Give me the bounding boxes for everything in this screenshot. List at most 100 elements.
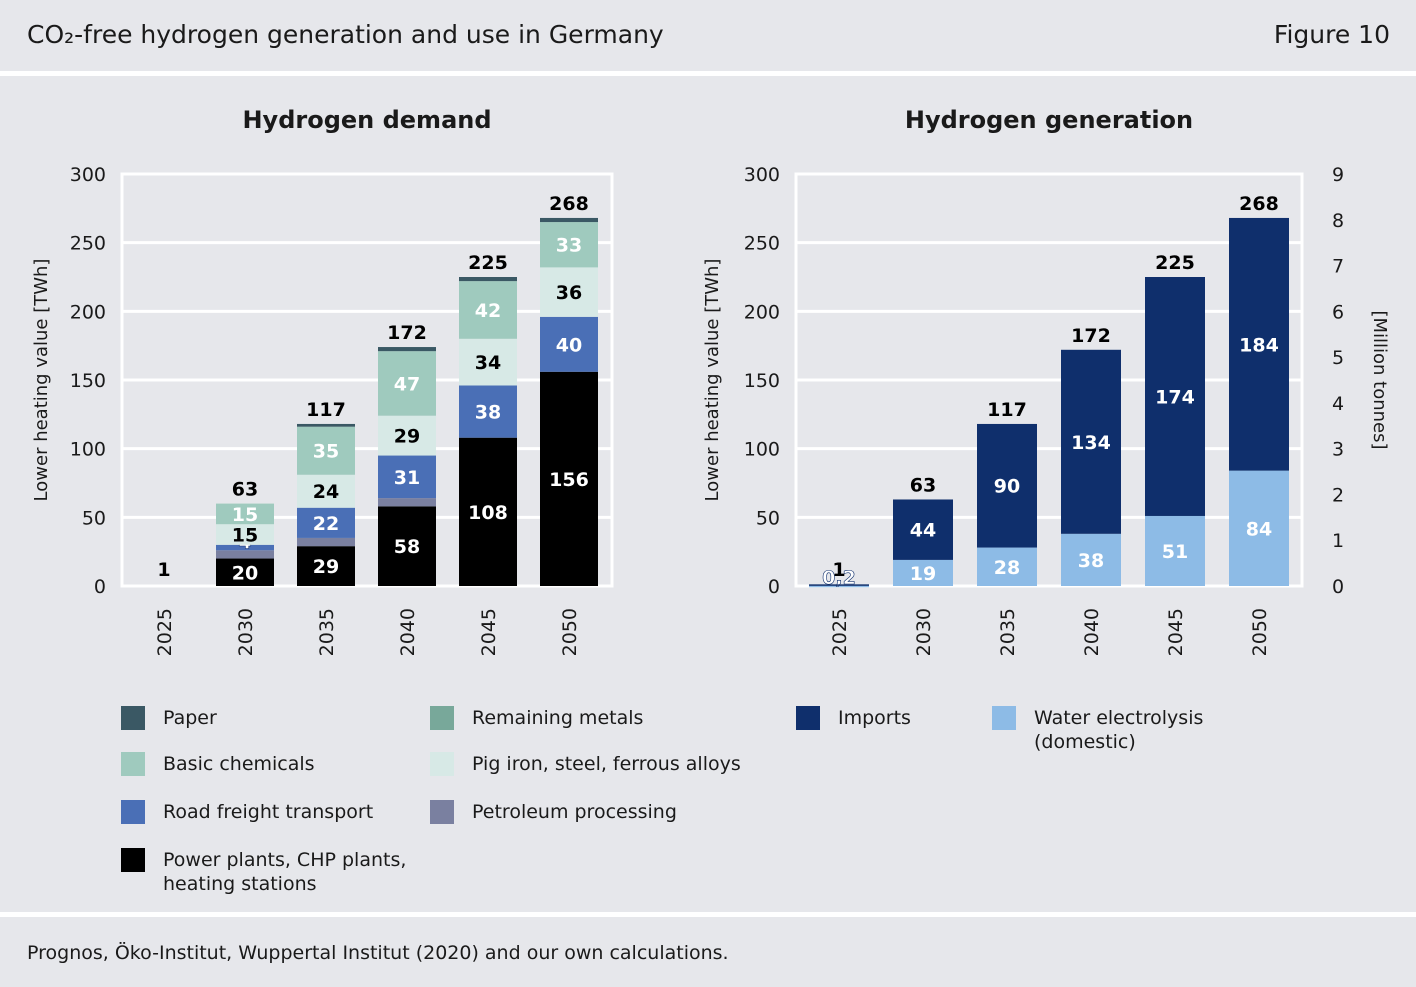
generation-y2tick-label: 4 — [1332, 393, 1344, 415]
generation-bar-segment — [1229, 217, 1289, 471]
generation-y2tick-label: 8 — [1332, 210, 1344, 232]
generation-total-label: 268 — [1239, 193, 1279, 215]
demand-bar-segment — [297, 537, 355, 547]
demand-ytick-label: 0 — [94, 576, 106, 598]
generation-segment-label: 0,2 — [822, 567, 856, 589]
generation-y2tick-label: 9 — [1332, 164, 1344, 186]
generation-bar-segment — [1061, 533, 1121, 586]
demand-bar-segment — [378, 415, 436, 456]
demand-bar-segment — [297, 426, 355, 475]
demand-bar-segment — [459, 385, 517, 438]
demand-ytick-label: 100 — [70, 439, 106, 461]
generation-y2tick-label: 0 — [1332, 576, 1344, 598]
legend-label: Water electrolysis (domestic) — [1034, 707, 1204, 753]
generation-xtick-label: 2025 — [829, 608, 851, 656]
footer-divider — [0, 912, 1416, 917]
demand-segment-label: 15 — [232, 504, 258, 526]
legend-label: Petroleum processing — [472, 801, 677, 823]
demand-ytick-label: 300 — [70, 164, 106, 186]
demand-bar-segment — [297, 474, 355, 508]
legend-item-demand: Power plants, CHP plants, heating statio… — [121, 848, 433, 896]
demand-total-label: 1 — [157, 559, 170, 581]
legend-label: Power plants, CHP plants, heating statio… — [163, 849, 407, 895]
demand-bar-segment — [540, 316, 598, 372]
demand-xtick-label: 2025 — [154, 608, 176, 656]
generation-total-label: 1 — [832, 559, 845, 581]
generation-xtick-label: 2035 — [997, 608, 1019, 656]
generation-bar-segment — [809, 584, 869, 586]
generation-xtick-label: 2030 — [913, 608, 935, 656]
generation-segment-label: 51 — [1162, 541, 1188, 563]
demand-bar-segment — [378, 347, 436, 352]
demand-segment-label: 34 — [475, 352, 501, 374]
demand-bar-segment — [297, 546, 355, 586]
legend-item-demand: Petroleum processing — [430, 800, 677, 824]
generation-segment-label: 90 — [994, 476, 1020, 498]
demand-ytick-label: 50 — [82, 507, 106, 529]
demand-total-label: 225 — [468, 252, 508, 274]
demand-segment-label: 29 — [394, 426, 420, 448]
demand-chart-title: Hydrogen demand — [242, 106, 491, 134]
demand-segment-label: 36 — [556, 282, 582, 304]
legend-swatch — [796, 706, 820, 730]
legend-item-generation: Water electrolysis (domestic) — [992, 706, 1304, 754]
demand-bar-segment — [216, 550, 274, 559]
generation-y2tick-label: 1 — [1332, 530, 1344, 552]
demand-bar-segment — [540, 217, 598, 223]
legend-swatch — [121, 848, 145, 872]
generation-ytick-label: 250 — [744, 233, 780, 255]
generation-y2tick-label: 2 — [1332, 484, 1344, 506]
legend-swatch — [121, 706, 145, 730]
source-note: Prognos, Öko-Institut, Wuppertal Institu… — [27, 942, 729, 964]
generation-xtick-label: 2040 — [1081, 608, 1103, 656]
demand-bar-segment — [540, 371, 598, 586]
legend-swatch — [992, 706, 1016, 730]
demand-total-label: 117 — [306, 399, 346, 421]
generation-total-label: 172 — [1071, 325, 1111, 347]
header: CO₂-free hydrogen generation and use in … — [0, 0, 1416, 72]
legend-item-generation: Imports — [796, 706, 911, 730]
demand-bar-segment — [216, 558, 274, 586]
generation-ytick-label: 300 — [744, 164, 780, 186]
demand-total-label: 63 — [232, 479, 258, 501]
demand-xtick-label: 2035 — [316, 608, 338, 656]
legend-label: Remaining metals — [472, 707, 644, 729]
demand-segment-label: 22 — [313, 513, 339, 535]
generation-total-label: 63 — [910, 474, 936, 496]
demand-bar-segment — [378, 506, 436, 586]
legend-item-demand: Paper — [121, 706, 217, 730]
demand-bar-segment — [540, 267, 598, 317]
demand-y-axis-label: Lower heating value [TWh] — [31, 259, 52, 502]
figure-label: Figure 10 — [1273, 20, 1390, 49]
demand-bar-segment — [378, 498, 436, 507]
page-title: CO₂-free hydrogen generation and use in … — [27, 20, 664, 49]
legend-swatch — [430, 800, 454, 824]
demand-segment-label: 29 — [313, 556, 339, 578]
generation-bar-segment — [1145, 515, 1205, 586]
demand-bar-segment — [459, 338, 517, 386]
generation-bar-segment — [893, 499, 953, 560]
demand-total-label: 268 — [549, 193, 589, 215]
demand-segment-label: 40 — [556, 334, 582, 356]
legend-item-demand: Remaining metals — [430, 706, 643, 730]
demand-ytick-label: 150 — [70, 370, 106, 392]
demand-xtick-label: 2045 — [478, 608, 500, 656]
demand-segment-label: 42 — [475, 300, 501, 322]
generation-bar-segment — [1145, 277, 1205, 516]
demand-total-label: 172 — [387, 322, 427, 344]
demand-bar-segment — [540, 222, 598, 268]
generation-ytick-label: 100 — [744, 439, 780, 461]
legend-label: Road freight transport — [163, 801, 374, 823]
generation-y2tick-label: 5 — [1332, 347, 1344, 369]
demand-segment-label: 15 — [232, 525, 258, 547]
legend-swatch — [121, 800, 145, 824]
legend-label: Pig iron, steel, ferrous alloys — [472, 753, 741, 775]
legend-item-demand: Pig iron, steel, ferrous alloys — [430, 752, 741, 776]
demand-segment-label: 47 — [394, 373, 420, 395]
generation-ytick-label: 50 — [756, 507, 780, 529]
demand-bar-segment — [459, 281, 517, 339]
legend-item-demand: Road freight transport — [121, 800, 373, 824]
generation-bar-segment — [977, 547, 1037, 586]
demand-segment-label: 156 — [549, 469, 589, 491]
demand-bar-segment — [459, 277, 517, 282]
